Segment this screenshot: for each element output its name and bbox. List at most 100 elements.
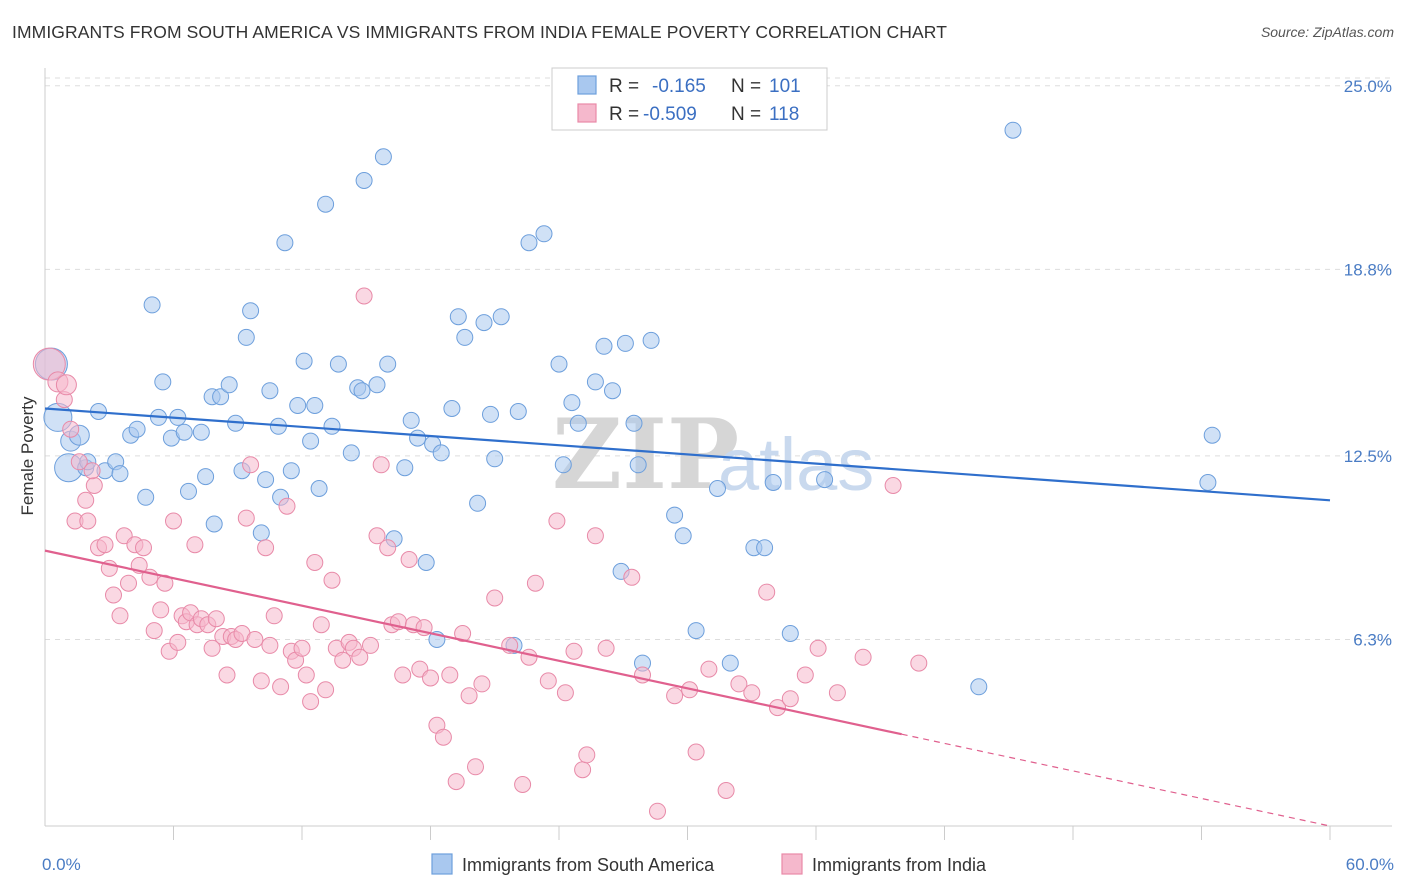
india-point [218,666,236,684]
india-point [246,631,264,648]
south-america-point [550,355,568,373]
india-point [854,648,872,666]
india-point [111,607,129,625]
south-america-point [295,352,313,370]
india-point [758,583,776,601]
south-america-point [816,471,834,489]
india-point [574,761,592,779]
india-point [105,586,122,604]
india-point [434,728,452,746]
south-america-point [261,382,279,400]
india-point [242,456,260,474]
south-america-point [563,394,581,412]
south-america-point [535,225,553,243]
data-points [32,121,1221,820]
south-america-point [604,382,621,400]
south-america-point [128,420,146,438]
india-point [372,456,390,474]
india-point [460,687,478,705]
india-point [252,672,270,690]
south-america-point [1004,121,1022,139]
india-point [467,758,484,776]
south-america-point [355,172,373,189]
legend-r-value-pink: -0.509 [643,104,697,125]
india-point [623,568,641,586]
india-point [796,666,814,684]
y-tick-label: 25.0% [1344,77,1392,96]
india-point [486,589,504,607]
india-point [207,610,225,628]
india-point [237,509,255,527]
south-america-point [368,376,386,394]
india-point [717,782,735,799]
india-point [649,802,666,820]
south-america-point [625,414,643,432]
south-america-point [432,444,450,462]
india-point [548,512,566,530]
top-legend: R = -0.165 N = 101 R = -0.509 N = 118 [551,67,828,131]
south-america-point [482,405,499,423]
south-america-point [569,414,587,432]
india-point [317,681,335,699]
india-point [700,660,718,678]
south-america-point [205,515,223,533]
south-america-point [1199,474,1217,491]
south-america-point [781,625,799,642]
india-point [910,654,928,672]
india-point [323,571,341,589]
south-america-point [257,471,275,489]
india-point [743,684,761,702]
trend-lines [44,407,1331,827]
legend-r-value-blue: -0.165 [652,76,706,97]
south-america-point [212,388,230,406]
india-point [666,687,684,705]
india-point [597,639,615,657]
bottom-legend-label-blue: Immigrants from South America [462,855,715,875]
tick-labels: 6.3% 12.5% 18.8% 25.0% 0.0% 60.0% [42,77,1394,874]
india-point [781,690,799,708]
south-america-point [197,468,215,486]
india-point [135,539,152,557]
south-america-point [756,539,774,557]
y-axis-label: Female Poverty [18,396,37,516]
india-point [70,453,88,471]
grid-lines [45,77,1392,640]
india-point [556,684,574,702]
legend-box [551,67,828,131]
india-point [96,536,114,554]
bottom-legend: Immigrants from South America Immigrants… [431,853,987,875]
india-point [145,622,163,640]
source-label: Source: ZipAtlas.com [1260,24,1394,40]
india-point [422,669,439,687]
india-point [120,574,137,592]
india-point [306,554,324,571]
south-america-point [709,480,726,497]
south-america-point [242,302,260,320]
india-point [394,666,412,684]
india-point [257,539,275,557]
india-point [77,491,95,509]
india-point [165,512,182,530]
india-point [539,672,557,690]
south-america-point [586,373,604,391]
south-america-point [721,654,739,672]
india-point [565,642,583,660]
india-point [272,678,290,696]
chart-title: IMMIGRANTS FROM SOUTH AMERICA VS IMMIGRA… [12,22,948,42]
india-point [152,601,170,619]
india-point [351,648,369,666]
y-tick-label: 6.3% [1353,630,1392,649]
south-america-point [595,337,613,355]
south-america-point [520,234,538,252]
south-america-point [252,524,270,542]
south-america-point [417,554,435,571]
india-point [454,625,472,642]
india-point [265,607,283,625]
south-america-point [289,397,307,414]
south-america-point [642,331,660,349]
legend-r-label-blue: R = [609,76,639,97]
south-america-point [629,456,647,474]
south-america-point [180,482,197,500]
south-america-point [175,423,193,441]
